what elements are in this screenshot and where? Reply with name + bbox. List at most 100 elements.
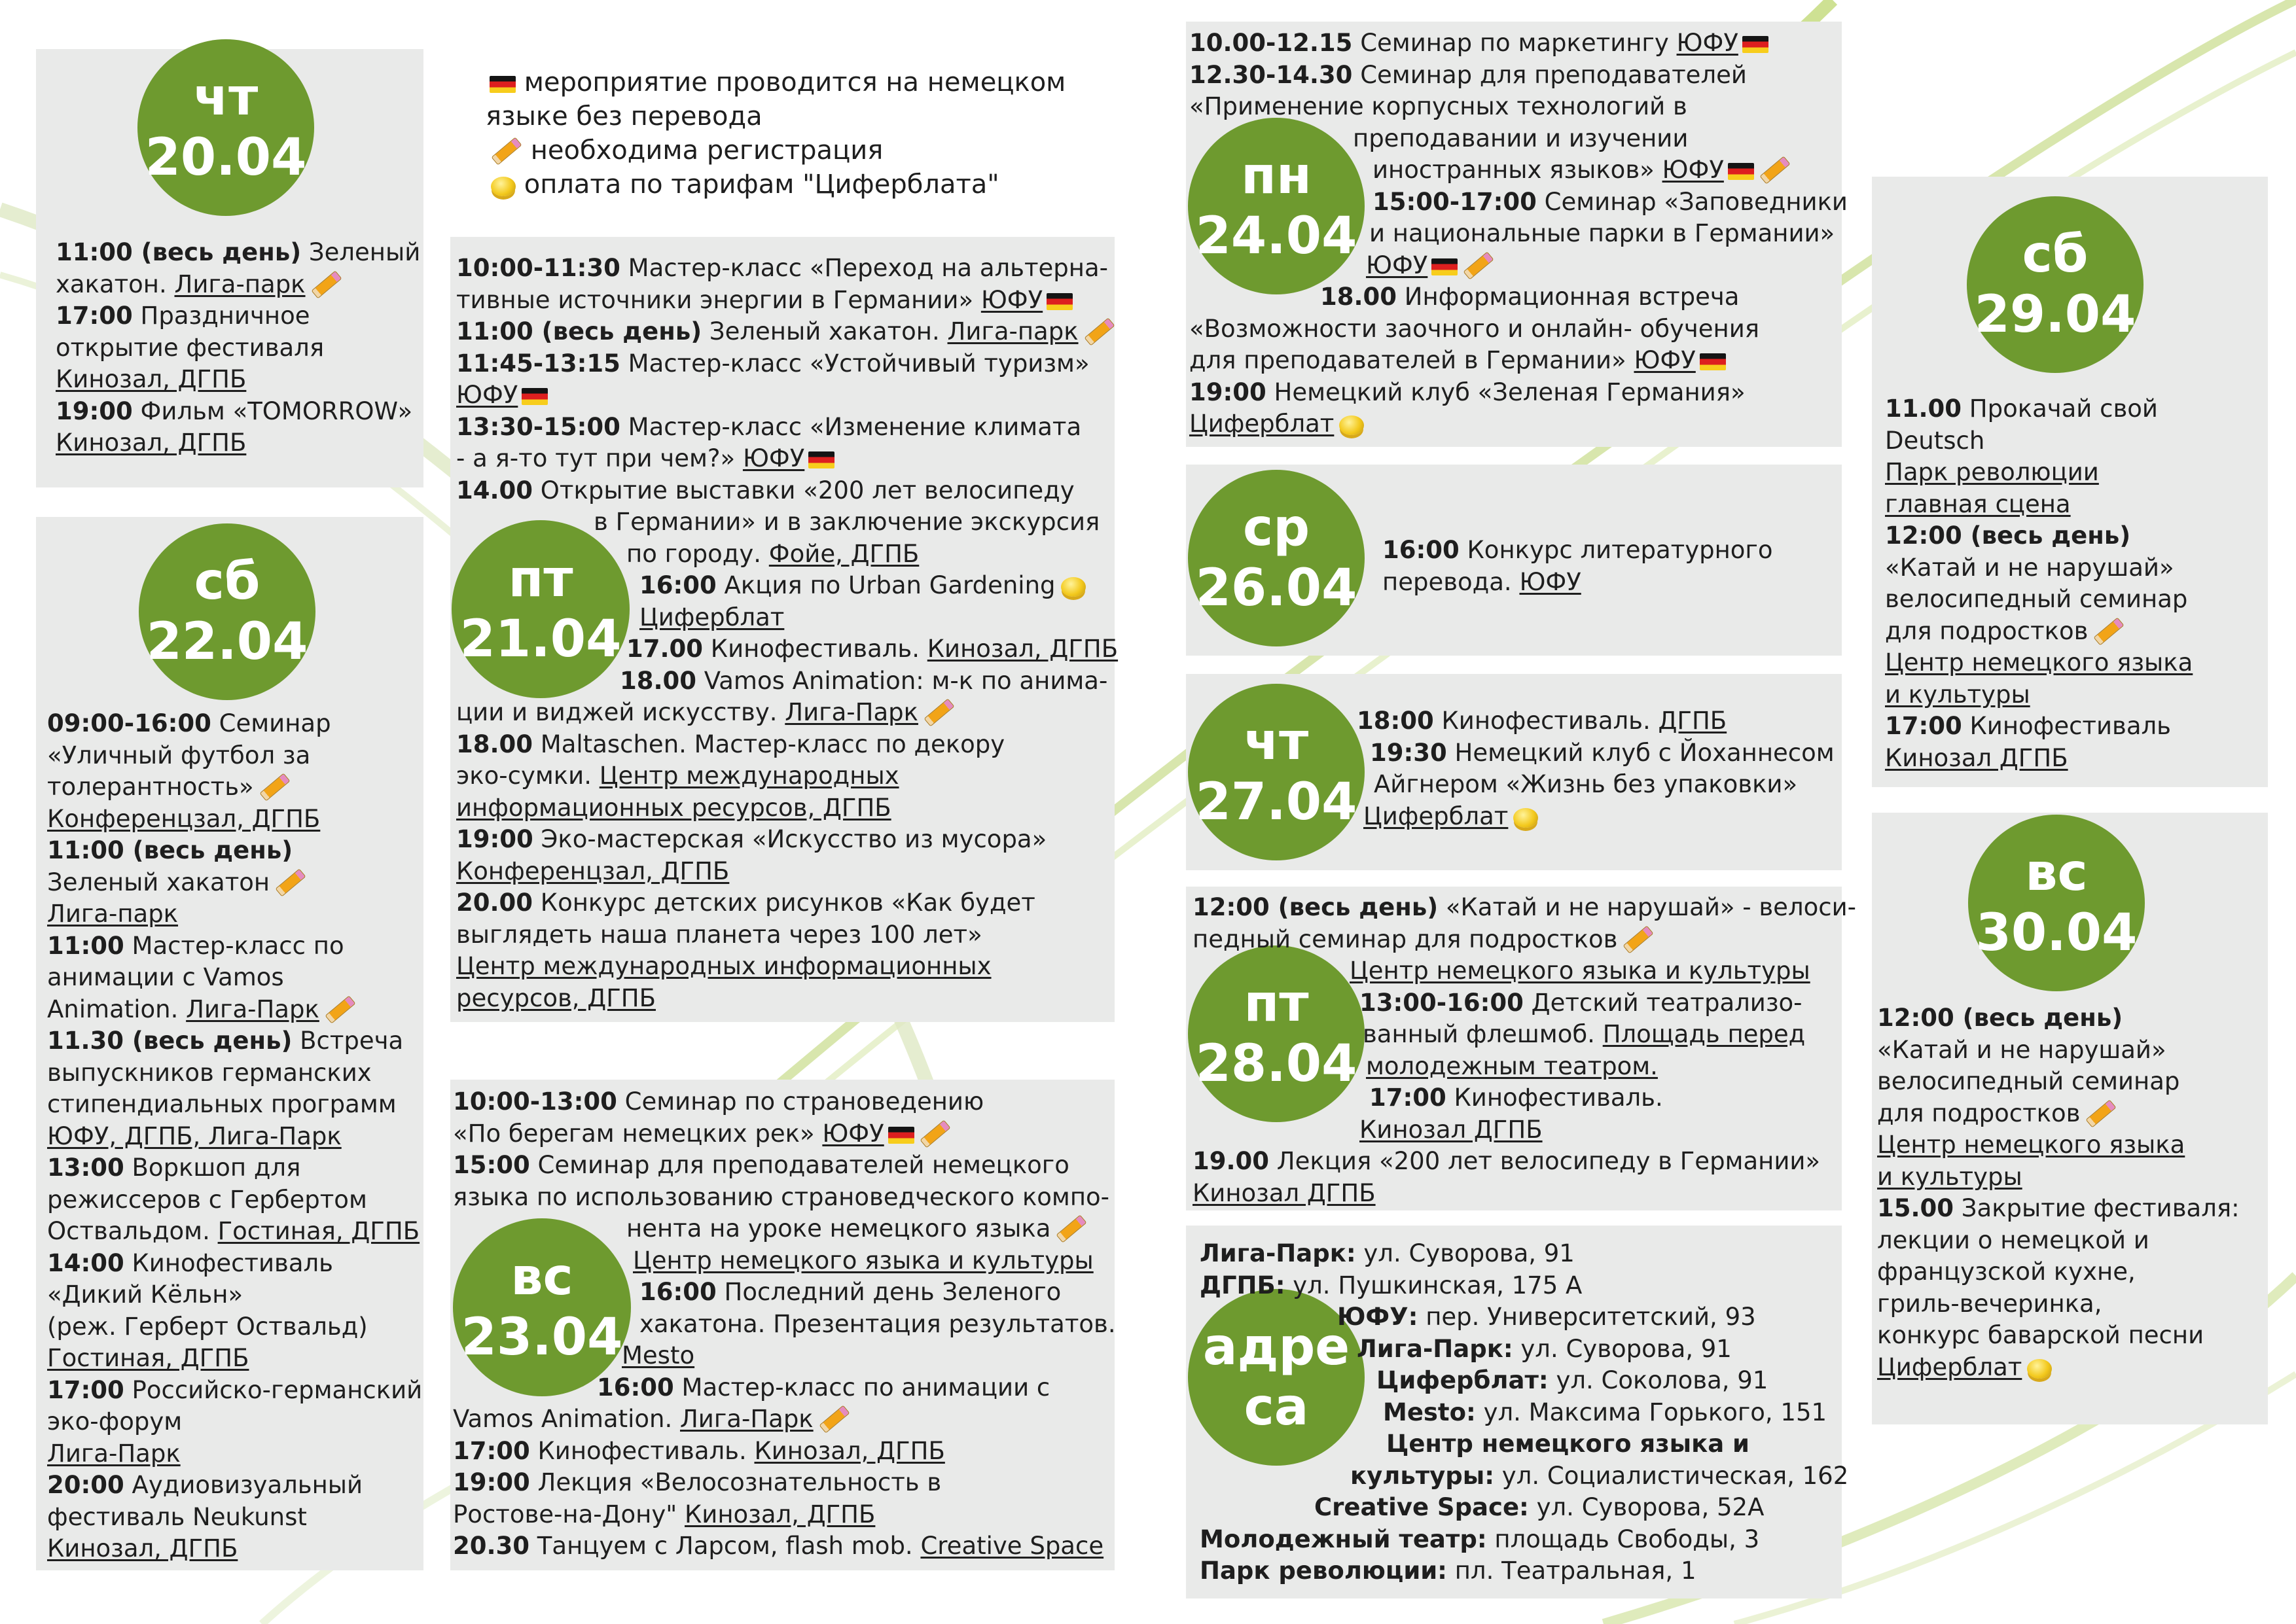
event-text: открытие фестиваля [56,333,325,362]
venue-link[interactable]: Лига-Парк [186,995,319,1023]
venue-link[interactable]: ЮФУ [980,285,1043,314]
venue-link[interactable]: Кинозал, ДГПБ [56,429,247,457]
venue-link[interactable]: Парк революции [1885,458,2099,486]
venue-link[interactable]: Циферблат [1189,410,1335,438]
venue-link[interactable]: Лига-Парк [47,1439,181,1468]
event-text: перевода. [1382,567,1520,596]
venue-link[interactable]: ЮФУ [822,1119,884,1148]
venue-link[interactable]: Фойе, ДГПБ [768,539,920,568]
schedule-line: Animation. Лига-Парк [47,994,422,1026]
event-time: 19:00 [56,397,133,425]
schedule-line: Оствальдом. Гостиная, ДГПБ [47,1216,422,1248]
schedule-line: стипендиальных программ [47,1089,422,1121]
venue-link[interactable]: ЮФУ [456,381,518,409]
venue-link[interactable]: и культуры [1885,680,2030,709]
schedule-line: и культуры [1877,1161,2240,1193]
schedule-line: 19:30 Немецкий клуб с Йоханнесом [1357,737,1835,769]
venue-link[interactable]: ЮФУ [1662,156,1724,184]
schedule-line: языка по использованию страноведческого … [453,1182,1116,1214]
venue-link[interactable]: Лига-парк [47,900,179,928]
venue-link[interactable]: ЮФУ, ДГПБ, Лига-Парк [47,1121,342,1150]
schedule-line: велосипедный семинар [1877,1066,2240,1098]
venue-link[interactable]: Центр немецкого языка [1885,648,2193,677]
event-time: ДГПБ: [1200,1271,1285,1299]
schedule-line: хакатона. Презентация результатов. [453,1309,1116,1341]
venue-link[interactable]: Центр международных информационных [456,952,992,980]
venue-link[interactable]: Центр международных [599,762,899,790]
schedule-line: 09:00-16:00 Семинар [47,708,422,740]
pencil-icon [920,1119,951,1148]
event-time: 17.00 [626,635,704,663]
date-badge-sat29: сб 29.04 [1967,196,2144,373]
event-time: 10.00-12.15 [1189,29,1353,57]
date-badge-mon24: пн 24.04 [1188,118,1365,294]
date-badge-sat22: сб 22.04 [139,523,315,700]
venue-link[interactable]: Гостиная, ДГПБ [47,1344,249,1372]
venue-link[interactable]: главная сцена [1885,489,2071,518]
event-time: 17:00 [1885,712,1962,740]
venue-link[interactable]: ЮФУ [1366,251,1428,279]
schedule-line: 19:00 Фильм «TOMORROW» [56,396,420,428]
venue-link[interactable]: Кинозал, ДГПБ [754,1436,945,1465]
schedule-line: 16:00 Последний день Зеленого [453,1277,1116,1309]
venue-link[interactable]: Гостиная, ДГПБ [217,1217,420,1245]
event-text: Мастер-класс «Изменение климата [620,412,1082,441]
venue-link[interactable]: Конференцзал, ДГПБ [456,856,730,885]
venue-link[interactable]: Лига-Парк [679,1405,814,1433]
venue-link[interactable]: Лига-парк [947,317,1079,345]
venue-link[interactable]: ЮФУ [742,444,805,472]
venue-link[interactable]: ресурсов, ДГПБ [456,983,656,1012]
event-text: Закрытие фестиваля: [1954,1194,2240,1222]
venue-link[interactable]: молодежным театром. [1366,1051,1658,1080]
venue-link[interactable]: Кинозал, ДГПБ [927,635,1119,663]
venue-link[interactable]: Кинозал ДГПБ [1885,743,2068,772]
venue-link[interactable]: Циферблат [1877,1352,2022,1381]
venue-link[interactable]: Кинозал, ДГПБ [56,365,247,393]
event-text: для подростков [1885,616,2089,645]
venue-link[interactable]: Центр немецкого языка и культуры [1350,957,1810,985]
schedule-line: ЮФУ [1189,250,1848,282]
event-text: «Возможности заочного и онлайн- обучения [1189,314,1760,343]
weekday-label: чт [193,68,259,127]
venue-link[interactable]: ЮФУ [1676,29,1738,57]
venue-link[interactable]: Центр немецкого языка [1877,1131,2185,1159]
venue-link[interactable]: Creative Space [920,1532,1104,1560]
venue-link[interactable]: Кинозал ДГПБ [1193,1178,1376,1207]
event-text: Семинар по страноведению [617,1087,984,1116]
pencil-icon [2085,1099,2117,1128]
schedule-line: «Катай и не нарушай» [1877,1034,2240,1067]
venue-link[interactable]: Лига-Парк [785,698,918,726]
weekday-label: пт [1244,974,1309,1033]
venue-link[interactable]: ЮФУ [1519,567,1581,596]
event-text: по городу. [626,539,769,568]
venue-link[interactable]: и культуры [1877,1162,2022,1191]
addresses-list: Лига-Парк: ул. Суворова, 91 ДГПБ: ул. Пуш… [1200,1238,1848,1587]
schedule-line: «Уличный футбол за [47,740,422,772]
venue-link[interactable]: Кинозал ДГПБ [1359,1115,1543,1144]
venue-link[interactable]: Площадь перед [1602,1020,1806,1048]
event-text: конкурс баварской песни [1877,1321,2204,1349]
schedule-line: «Возможности заочного и онлайн- обучения [1189,313,1848,345]
weekday-label: вс [511,1248,573,1307]
schedule-mon24: 10.00-12.15 Семинар по маркетингу ЮФУ 12.… [1189,27,1848,440]
venue-link[interactable]: Циферблат [639,603,785,631]
venue-link[interactable]: Кинозал, ДГПБ [47,1534,238,1562]
event-text: Мастер-класс по анимации с [673,1373,1050,1402]
schedule-line: и культуры [1885,679,2193,711]
venue-link[interactable]: Конференцзал, ДГПБ [47,804,321,833]
event-text: гриль-вечеринка, [1877,1289,2102,1318]
schedule-line: 13:30-15:00 Мастер-класс «Изменение клим… [456,412,1118,444]
venue-link[interactable]: Лига-парк [174,270,306,298]
venue-link[interactable]: ДГПБ [1658,707,1727,735]
schedule-line: Лига-Парк [47,1438,422,1470]
event-text: хакатона. Презентация результатов. [639,1309,1116,1338]
event-time: 16:00 [639,1278,717,1306]
venue-link[interactable]: Кинозал, ДГПБ [685,1500,876,1528]
venue-link[interactable]: Центр немецкого языка и культуры [633,1246,1094,1275]
venue-link[interactable]: информационных ресурсов, ДГПБ [456,793,891,822]
venue-link[interactable]: Циферблат [1363,802,1509,830]
schedule-line: 20.00 Конкурс детских рисунков «Как буде… [456,887,1118,919]
venue-link[interactable]: Mesto [622,1341,695,1369]
event-time: 11:00 (весь день) [47,836,293,864]
venue-link[interactable]: ЮФУ [1634,346,1696,374]
